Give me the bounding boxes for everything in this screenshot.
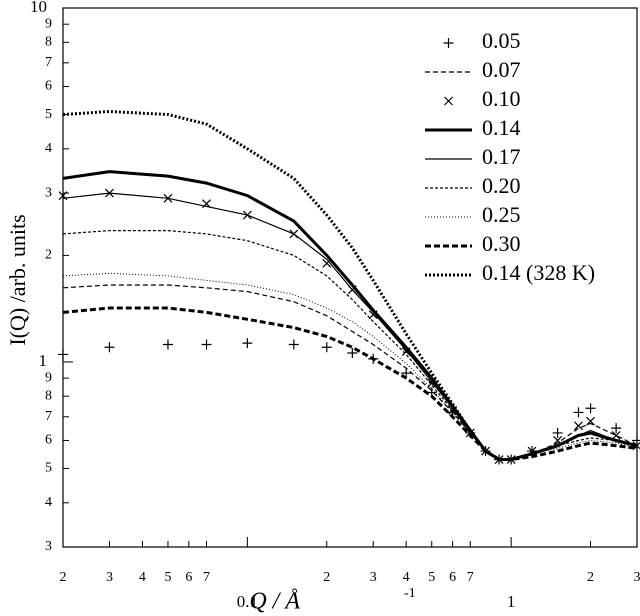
y-axis-label: I(Q) /arb. units: [5, 214, 30, 345]
marker: [611, 423, 622, 434]
series-line: [62, 170, 638, 461]
y-tick-label: 7: [45, 55, 52, 70]
y-tick-label: 4: [45, 141, 52, 156]
x-tick-label: 3: [106, 570, 113, 585]
series-line: [62, 109, 638, 461]
marker: [611, 430, 621, 440]
x-tick-label: 5: [164, 570, 171, 585]
y-tick-label: 3: [45, 539, 52, 554]
legend-label: 0.10: [482, 86, 521, 111]
x-tick-label: 2: [323, 570, 330, 585]
marker: [162, 339, 173, 350]
marker: [201, 339, 212, 350]
legend-label: 0.05: [482, 28, 521, 53]
series-line: [62, 272, 638, 460]
x-tick-label: 6: [449, 570, 456, 585]
marker: [58, 349, 68, 360]
y-tick-label: 9: [45, 16, 52, 31]
x-tick-label: 7: [467, 570, 474, 585]
marker: [347, 347, 358, 358]
x-tick-label: 3: [634, 570, 640, 585]
y-tick-label: 3: [45, 185, 52, 200]
marker: [574, 421, 583, 431]
y-tick-label: 9: [45, 370, 52, 385]
series-line: [62, 284, 638, 461]
marker: [585, 403, 596, 414]
y-tick-label: 2: [45, 248, 52, 263]
marker: [288, 339, 299, 350]
x-tick-label: 7: [203, 570, 210, 585]
x-tick-label: 0.1: [237, 592, 258, 611]
series-line: [62, 230, 638, 461]
legend-label: 0.14 (328 K): [482, 260, 595, 285]
y-tick-label: 6: [45, 79, 52, 94]
y-tick-label: 6: [45, 433, 52, 448]
y-tick-label: 10: [30, 0, 47, 16]
x-axis-label: Q / Å: [249, 589, 300, 615]
marker: [444, 96, 453, 106]
series-line: [62, 192, 638, 461]
legend-label: 0.30: [482, 231, 521, 256]
marker: [104, 342, 115, 353]
x-tick-label: 1: [507, 592, 516, 611]
legend-label: 0.14: [482, 115, 521, 140]
legend-label: 0.20: [482, 173, 521, 198]
x-tick-label: 6: [185, 570, 192, 585]
x-axis-label-exponent: -1: [404, 586, 416, 601]
x-tick-label: 2: [60, 570, 67, 585]
marker: [242, 338, 253, 349]
marker: [632, 435, 640, 446]
x-tick-label: 4: [403, 570, 410, 585]
marker: [552, 427, 563, 438]
x-tick-label: 5: [428, 570, 435, 585]
series-line: [62, 306, 638, 461]
legend-label: 0.07: [482, 57, 521, 82]
y-tick-label: 4: [45, 495, 52, 510]
marker: [573, 407, 584, 418]
x-tick-label: 3: [370, 570, 377, 585]
y-tick-label: 8: [45, 388, 52, 403]
x-tick-label: 4: [139, 570, 146, 585]
legend-label: 0.17: [482, 144, 521, 169]
x-tick-label: 2: [587, 570, 594, 585]
marker: [443, 38, 454, 48]
y-tick-label: 1: [39, 351, 48, 370]
marker: [321, 342, 332, 353]
legend-label: 0.25: [482, 202, 521, 227]
y-tick-label: 5: [45, 107, 52, 122]
y-tick-label: 5: [45, 461, 52, 476]
y-tick-label: 7: [45, 409, 52, 424]
plot-frame: [62, 7, 638, 548]
y-tick-label: 8: [45, 35, 52, 50]
marker: [586, 416, 595, 426]
